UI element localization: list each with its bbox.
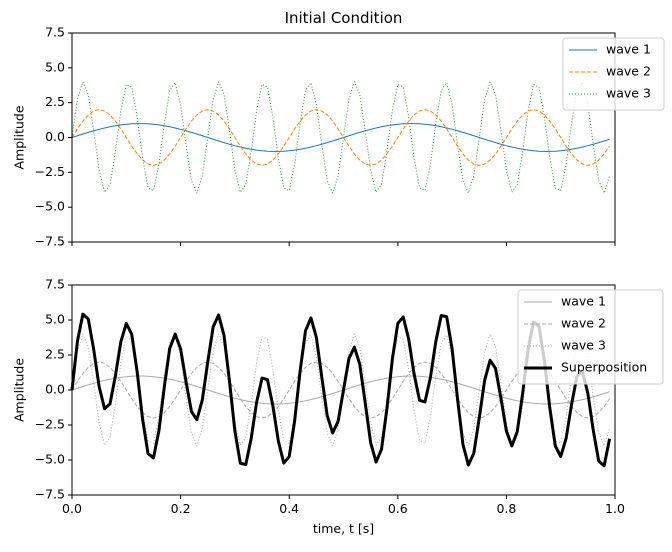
y-tick-label: −2.5: [35, 417, 65, 432]
series-line-wave-1: [71, 375, 610, 405]
bottom-y-axis-label: Amplitude: [12, 358, 27, 422]
bottom-ticks: −7.5 −5.0 −2.5 0.0 2.5 5.0 7.5 0.0 0.2 0.4 0.6 0.8 1…: [35, 277, 625, 517]
bottom-legend: wave 1 wave 2 wave 3 Superposition: [517, 289, 664, 385]
y-tick-label: 2.5: [45, 94, 65, 109]
x-tick-label: 1.0: [605, 501, 625, 516]
y-tick-label: −7.5: [35, 234, 65, 249]
legend-label: wave 2: [606, 64, 651, 79]
y-tick-label: −5.0: [35, 199, 65, 214]
y-tick-label: −2.5: [35, 164, 65, 179]
series-line-wave-2: [71, 109, 610, 166]
y-tick-label: 0.0: [45, 382, 65, 397]
legend-box: [517, 289, 664, 385]
top-chart-title: Initial Condition: [285, 9, 403, 27]
bottom-subplot: Amplitude time, t [s] −7.5 −5.0 −2.5 0.0 2.5…: [12, 277, 664, 536]
legend-label: wave 1: [561, 294, 606, 309]
y-tick-label: 5.0: [45, 59, 65, 74]
series-line-superposition: [70, 312, 612, 468]
legend-label: Superposition: [561, 360, 647, 375]
legend-label: wave 3: [561, 338, 606, 353]
y-tick-label: −5.0: [35, 452, 65, 467]
y-tick-label: 0.0: [45, 129, 65, 144]
x-tick-label: 0.6: [388, 501, 408, 516]
x-tick-label: 0.4: [279, 501, 299, 516]
legend-box: [562, 37, 665, 111]
legend-label: wave 2: [561, 316, 606, 331]
bottom-x-axis-label: time, t [s]: [313, 521, 374, 536]
legend-label: wave 1: [606, 42, 651, 57]
x-tick-label: 0.8: [496, 501, 516, 516]
series-line-wave-1: [71, 123, 610, 152]
y-tick-label: 7.5: [45, 277, 65, 292]
y-tick-label: −7.5: [35, 487, 65, 502]
top-subplot: Initial Condition Amplitude −7.5 −5.0 −2.5…: [12, 9, 665, 249]
legend-label: wave 3: [606, 86, 651, 101]
y-tick-label: 5.0: [45, 312, 65, 327]
x-tick-label: 0.0: [62, 501, 82, 516]
bottom-series-lines: [70, 312, 612, 468]
top-ticks: −7.5 −5.0 −2.5 0.0 2.5 5.0 7.5: [35, 25, 616, 249]
x-tick-label: 0.2: [171, 501, 191, 516]
top-y-axis-label: Amplitude: [12, 105, 27, 169]
top-series-lines: [71, 81, 611, 194]
y-tick-label: 2.5: [45, 347, 65, 362]
top-legend: wave 1 wave 2 wave 3: [562, 37, 665, 111]
y-tick-label: 7.5: [45, 25, 65, 40]
